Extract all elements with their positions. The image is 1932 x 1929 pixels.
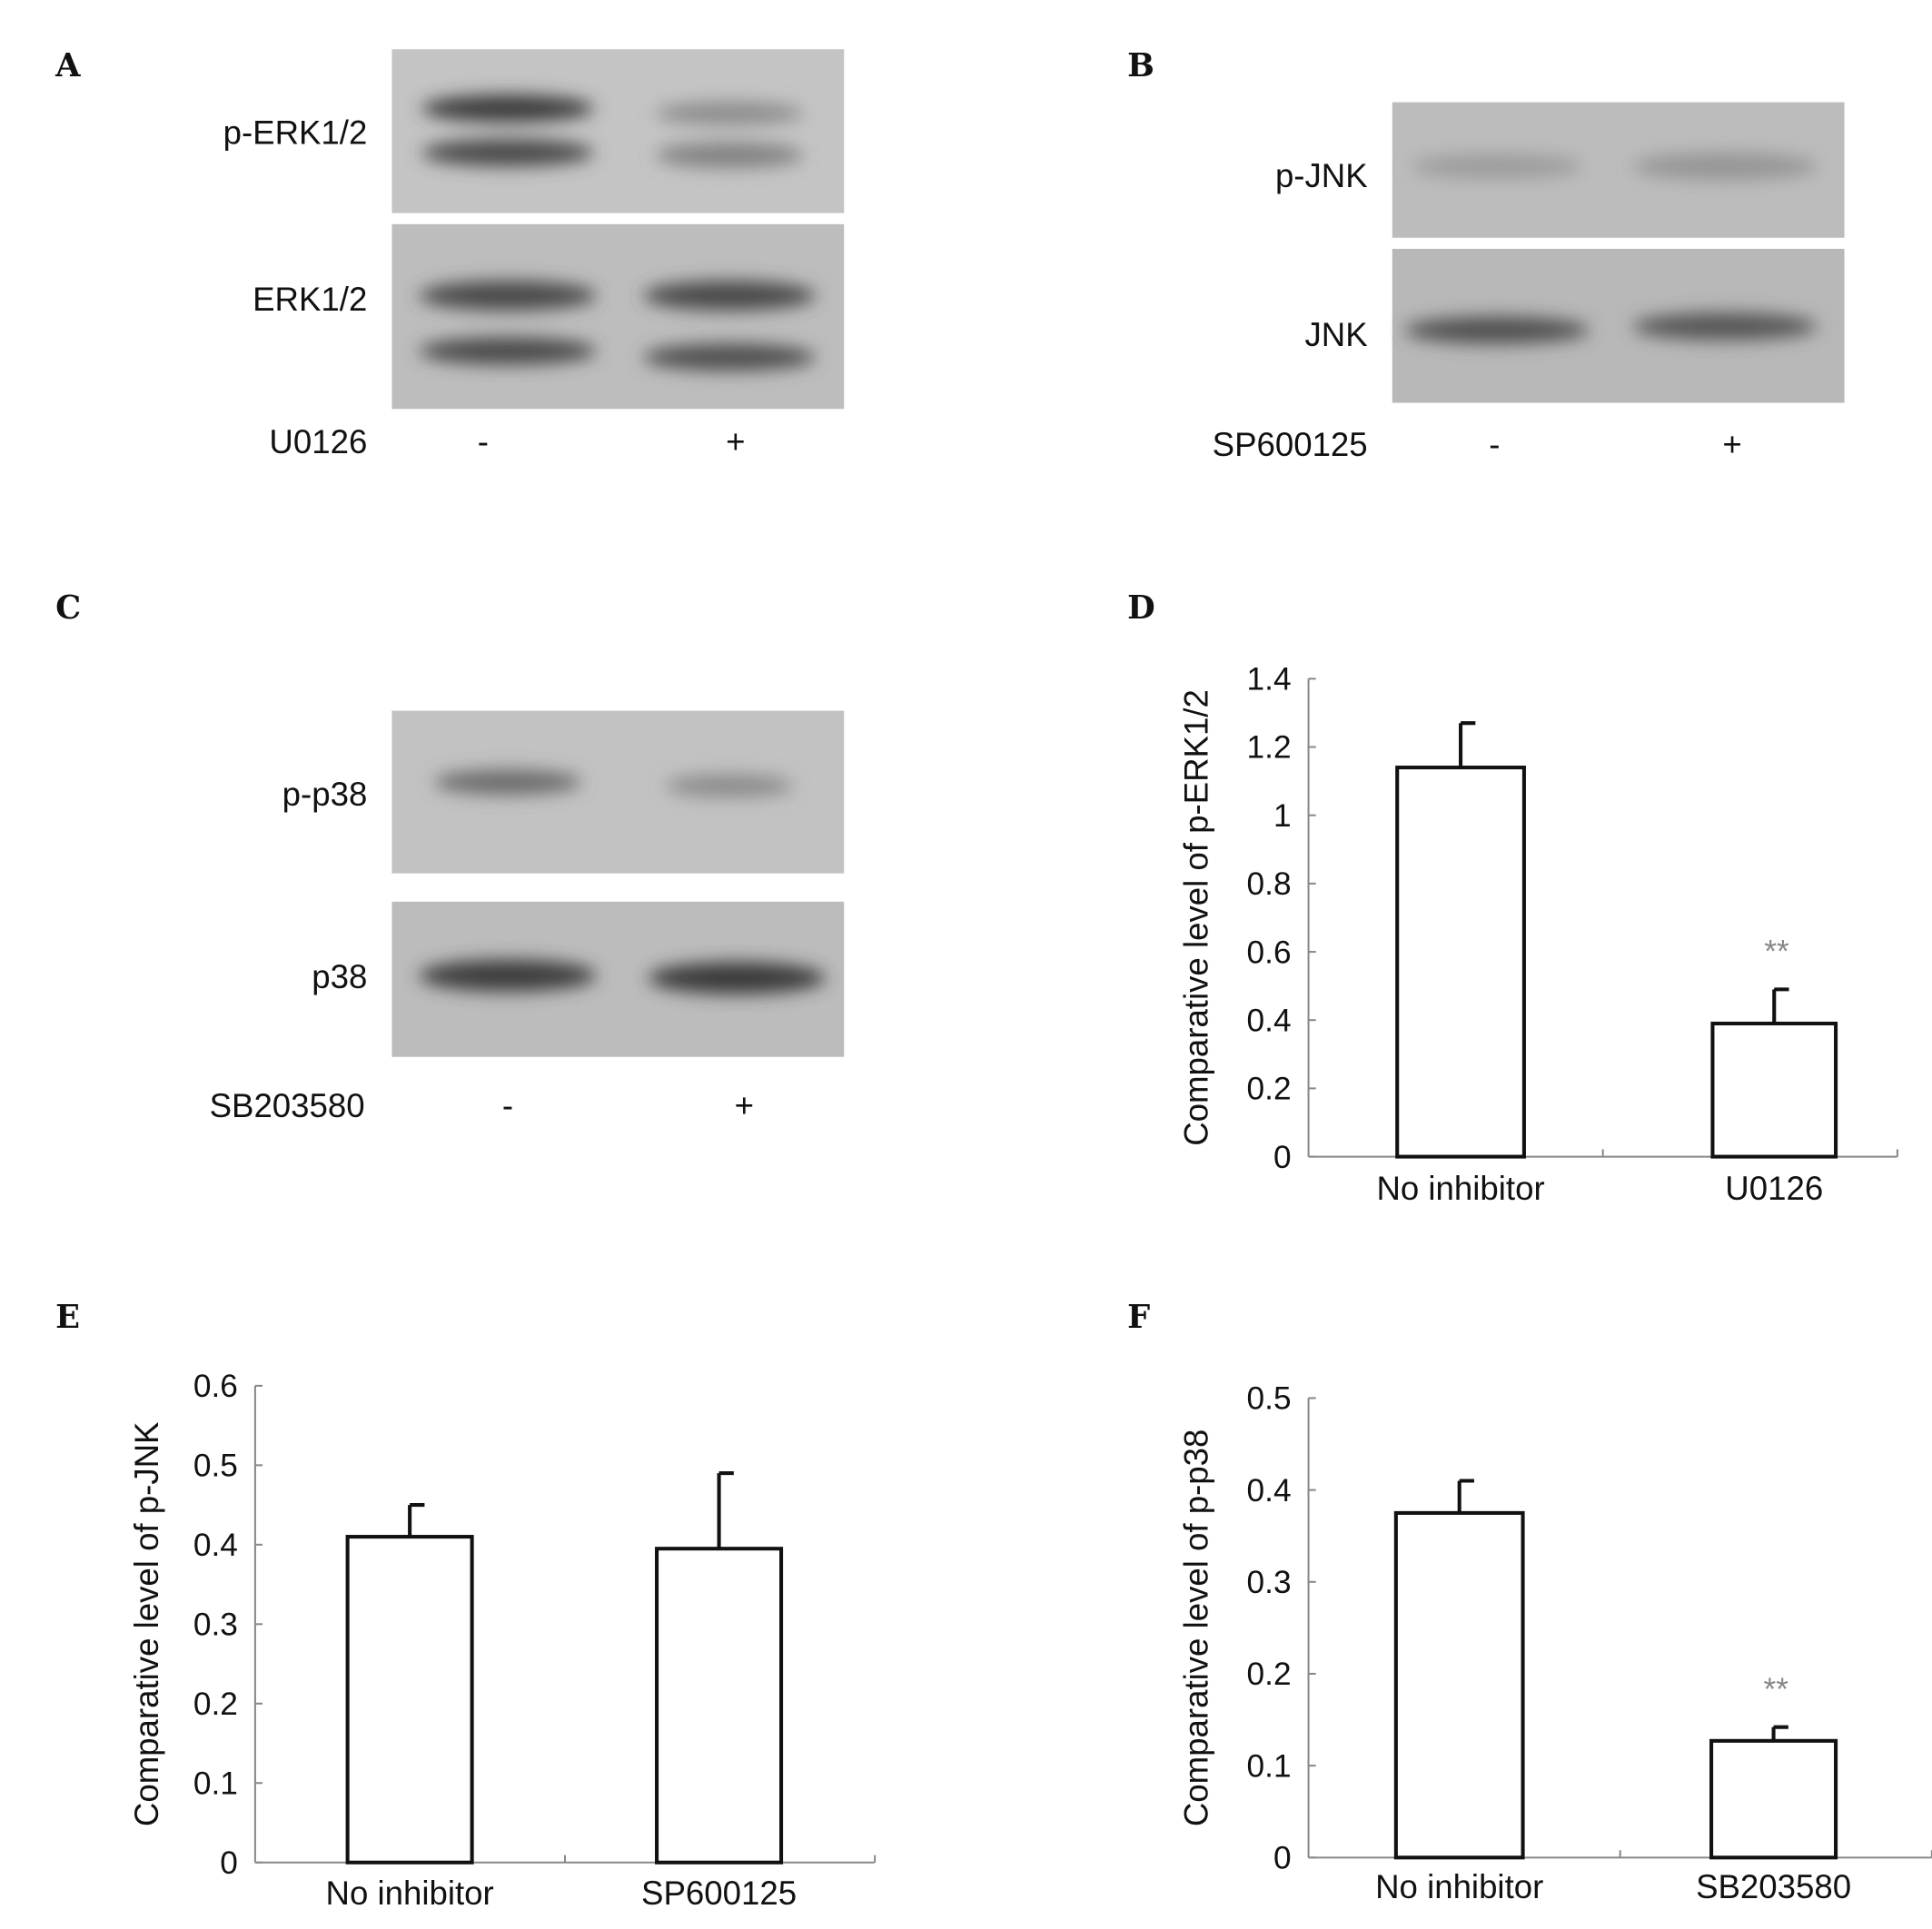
- band: [665, 775, 794, 797]
- band: [655, 143, 804, 168]
- y-tick-label: 0: [1273, 1140, 1292, 1175]
- y-axis-label: Comparative level of p-JNK: [128, 1422, 165, 1827]
- bar: [655, 1547, 784, 1865]
- band: [648, 962, 826, 994]
- y-tick-label: 1.4: [1247, 662, 1292, 697]
- treatment-label: SB203580: [210, 1087, 365, 1124]
- panel-label-a: A: [54, 47, 81, 84]
- band: [643, 343, 817, 371]
- row-label: p-p38: [282, 776, 368, 813]
- y-tick-label: 1: [1273, 798, 1292, 834]
- band: [419, 337, 597, 365]
- band: [1411, 153, 1584, 179]
- band: [643, 281, 817, 311]
- panel-label-b: B: [1127, 47, 1154, 84]
- lane-label: +: [726, 423, 745, 460]
- band: [433, 769, 582, 795]
- band: [421, 139, 594, 167]
- y-tick-label: 0: [220, 1845, 238, 1881]
- significance-marker: **: [1764, 1672, 1789, 1707]
- treatment-label: U0126: [269, 423, 367, 460]
- x-category-label: No inhibitor: [326, 1875, 494, 1912]
- blot-c: p-p38 p38 SB203580 - +: [210, 710, 845, 1124]
- y-tick-label: 0.5: [1247, 1381, 1292, 1417]
- y-tick-label: 0.5: [193, 1449, 238, 1484]
- row-label: JNK: [1304, 316, 1367, 353]
- bar: [1393, 1510, 1525, 1860]
- blot-a: p-ERK1/2 ERK1/2 U0126 - +: [223, 49, 845, 460]
- band: [655, 102, 804, 124]
- y-axis-label: Comparative level of p-p38: [1177, 1429, 1214, 1827]
- x-category-label: No inhibitor: [1375, 1868, 1543, 1905]
- row-label: p-JNK: [1275, 157, 1368, 194]
- bar: [345, 1535, 474, 1865]
- y-tick-label: 0.4: [193, 1528, 238, 1563]
- y-axis-label: Comparative level of p-ERK1/2: [1177, 689, 1214, 1146]
- y-tick-label: 0.6: [193, 1369, 238, 1404]
- x-category-label: U0126: [1725, 1170, 1823, 1207]
- y-tick-label: 1.2: [1247, 730, 1292, 766]
- lane-label: -: [502, 1087, 513, 1124]
- blot-b: p-JNK JNK SP600125 - +: [1213, 102, 1845, 463]
- chart-f: 0 0.1 0.2 0.3 0.4 0.5 Comparative level of p-p…: [1177, 1381, 1932, 1905]
- panel-label-f: F: [1127, 1299, 1150, 1336]
- x-category-label: SP600125: [641, 1875, 797, 1912]
- chart-d: 0 0.2 0.4 0.6 0.8 1 1.2 1.4 Comparative level of…: [1177, 662, 1898, 1207]
- bar: [1710, 1021, 1838, 1159]
- y-tick-label: 0.8: [1247, 866, 1292, 902]
- row-label: p38: [312, 958, 367, 995]
- lane-label: -: [478, 423, 489, 460]
- panel-label-d: D: [1127, 589, 1155, 627]
- treatment-label: SP600125: [1213, 426, 1368, 463]
- band: [419, 281, 597, 311]
- y-tick-label: 0.4: [1247, 1473, 1292, 1509]
- x-category-label: SB203580: [1696, 1868, 1851, 1905]
- band: [1632, 153, 1818, 181]
- y-tick-label: 0.6: [1247, 935, 1292, 970]
- y-tick-label: 0.3: [1247, 1565, 1292, 1600]
- band: [1632, 312, 1818, 341]
- y-tick-label: 0.3: [193, 1608, 238, 1643]
- lane-label: -: [1489, 426, 1500, 463]
- chart-e: 0 0.1 0.2 0.3 0.4 0.5 0.6 Comparative level of …: [128, 1369, 877, 1912]
- bar: [1395, 766, 1526, 1159]
- row-label: ERK1/2: [253, 281, 367, 318]
- panel-label-e: E: [55, 1299, 80, 1336]
- band: [1404, 316, 1590, 344]
- y-tick-label: 0.1: [1247, 1748, 1292, 1784]
- blot-membrane: [391, 223, 845, 410]
- y-tick-label: 0.2: [1247, 1657, 1292, 1692]
- y-tick-label: 0.2: [193, 1687, 238, 1722]
- y-tick-label: 0: [1273, 1841, 1292, 1876]
- y-tick-label: 0.1: [193, 1766, 238, 1801]
- y-tick-label: 0.4: [1247, 1003, 1292, 1038]
- band: [419, 959, 597, 992]
- blot-membrane: [391, 49, 845, 213]
- lane-label: +: [735, 1087, 754, 1124]
- y-tick-label: 0.2: [1247, 1072, 1292, 1107]
- x-category-label: No inhibitor: [1376, 1170, 1544, 1207]
- band: [421, 94, 594, 123]
- bar: [1709, 1738, 1838, 1860]
- lane-label: +: [1722, 426, 1741, 463]
- row-label: p-ERK1/2: [223, 114, 368, 152]
- panel-label-c: C: [55, 589, 81, 627]
- significance-marker: **: [1764, 935, 1789, 970]
